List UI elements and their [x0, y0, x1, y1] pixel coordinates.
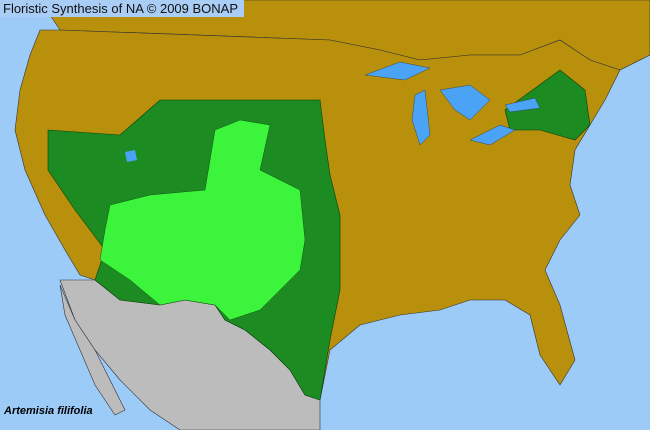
present-counties — [99, 119, 306, 321]
map-title: Floristic Synthesis of NA © 2009 BONAP — [0, 0, 245, 17]
great-salt-lake — [125, 150, 137, 162]
baja-region — [59, 284, 126, 416]
species-label: Artemisia filifolia — [4, 405, 93, 417]
great-lakes — [364, 61, 541, 146]
